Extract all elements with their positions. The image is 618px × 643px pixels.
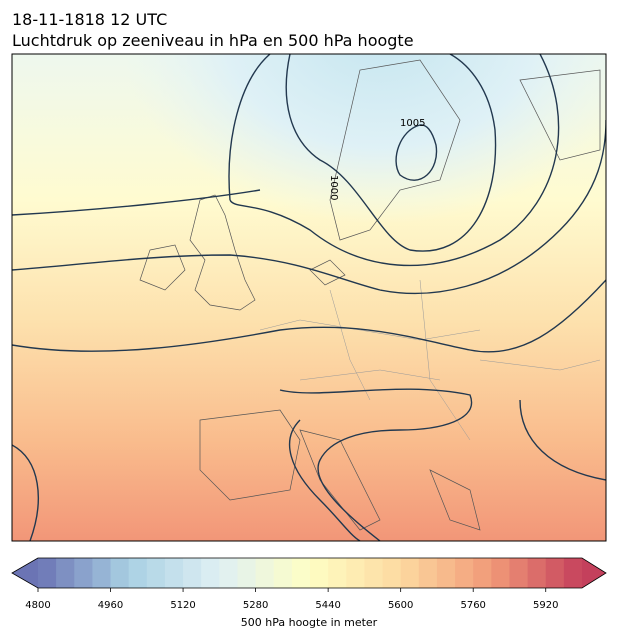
map: 1005 1000 [12,54,606,541]
colorbar-cell [38,558,57,588]
map-frame [11,53,607,542]
colorbar-cell [509,558,529,588]
colorbar-cell [563,558,583,588]
colorbar-cell [382,558,402,588]
colorbar-outline [11,557,607,589]
contour-label: 1000 [328,175,339,200]
colorbar-tick-label: 5600 [388,600,413,611]
colorbar-cell [473,558,492,588]
colorbar-cell [328,558,347,588]
colorbar-cell [273,558,293,588]
colorbar-cell [219,558,238,588]
colorbar-extend-low [12,558,38,588]
colorbar-cell [183,558,202,588]
title-line-2: Luchtdruk op zeeniveau in hPa en 500 hPa… [12,31,414,50]
colorbar-cell [201,558,220,588]
colorbar-cell [418,558,438,588]
colorbar-cell [56,558,75,588]
colorbar-cell [545,558,565,588]
colorbar-cell [436,558,456,588]
colorbar-cell [491,558,510,588]
title-line-1: 18-11-1818 12 UTC [12,10,167,29]
colorbar-cell [527,558,547,588]
colorbar-tick-label: 4800 [25,600,50,611]
colorbar-cell [255,558,275,588]
colorbar-cell [128,558,148,588]
colorbar-cell [346,558,365,588]
colorbar-cell [400,558,420,588]
colorbar-extend-high [582,558,606,588]
colorbar-tick-label: 5440 [315,600,340,611]
colorbar-cell [110,558,130,588]
colorbar-label: 500 hPa hoogte in meter [241,616,378,629]
colorbar-cell [291,558,311,588]
colorbar-cell [92,558,112,588]
contour-label: 1005 [400,118,425,129]
colorbar-tick-label: 5280 [243,600,268,611]
colorbar-cell [146,558,166,588]
colorbar-tick-label: 5920 [533,600,558,611]
colorbar-cell [164,558,184,588]
colorbar-cell [237,558,257,588]
colorbar: 4800 4960 5120 5280 5440 5600 5760 5920 [11,557,607,611]
colorbar-tick-label: 5760 [460,600,485,611]
colorbar-cell [455,558,474,588]
colorbar-cell [310,558,329,588]
colorbar-tick-label: 5120 [170,600,195,611]
colorbar-cell [74,558,93,588]
colorbar-cell [364,558,384,588]
colorbar-tick-label: 4960 [98,600,123,611]
